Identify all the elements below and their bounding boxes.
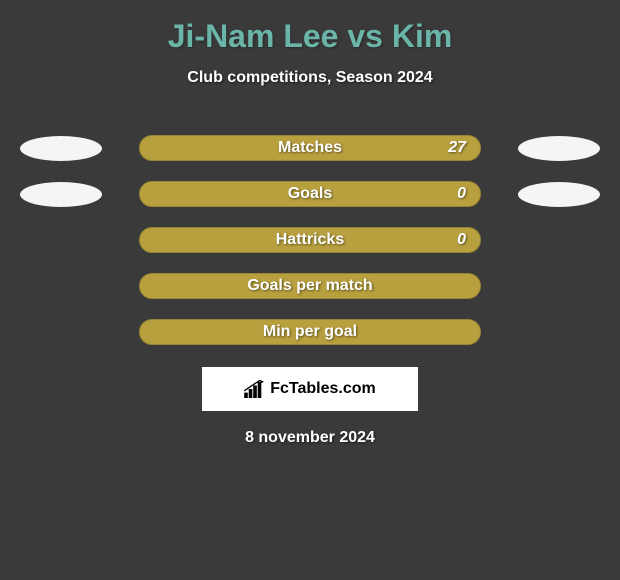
ellipse-right [518, 182, 600, 207]
ellipse-right [518, 136, 600, 161]
page-title: Ji-Nam Lee vs Kim [168, 18, 453, 55]
logo-text: FcTables.com [270, 380, 376, 398]
stat-value: 27 [448, 139, 466, 157]
stat-row: Goals 0 [0, 181, 620, 207]
stat-label: Goals [288, 185, 332, 203]
stat-bar: Min per goal [139, 319, 481, 345]
ellipse-left [20, 136, 102, 161]
stat-row: Min per goal [0, 319, 620, 345]
stat-row: Goals per match [0, 273, 620, 299]
main-container: Ji-Nam Lee vs Kim Club competitions, Sea… [0, 0, 620, 457]
stat-row: Hattricks 0 [0, 227, 620, 253]
logo-content: FcTables.com [244, 380, 376, 398]
stat-value: 0 [457, 231, 466, 249]
page-subtitle: Club competitions, Season 2024 [187, 69, 432, 87]
stat-bar: Hattricks 0 [139, 227, 481, 253]
stat-bar: Goals 0 [139, 181, 481, 207]
stat-label: Goals per match [247, 277, 372, 295]
stat-row: Matches 27 [0, 135, 620, 161]
stat-bar: Goals per match [139, 273, 481, 299]
date-text: 8 november 2024 [245, 429, 375, 447]
logo-box[interactable]: FcTables.com [202, 367, 418, 411]
stat-value: 0 [457, 185, 466, 203]
stat-label: Min per goal [263, 323, 357, 341]
ellipse-left [20, 182, 102, 207]
stats-area: Matches 27 Goals 0 Hattricks 0 Goals per match… [0, 135, 620, 345]
chart-icon [244, 380, 266, 398]
stat-label: Matches [278, 139, 342, 157]
stat-label: Hattricks [276, 231, 344, 249]
stat-bar: Matches 27 [139, 135, 481, 161]
